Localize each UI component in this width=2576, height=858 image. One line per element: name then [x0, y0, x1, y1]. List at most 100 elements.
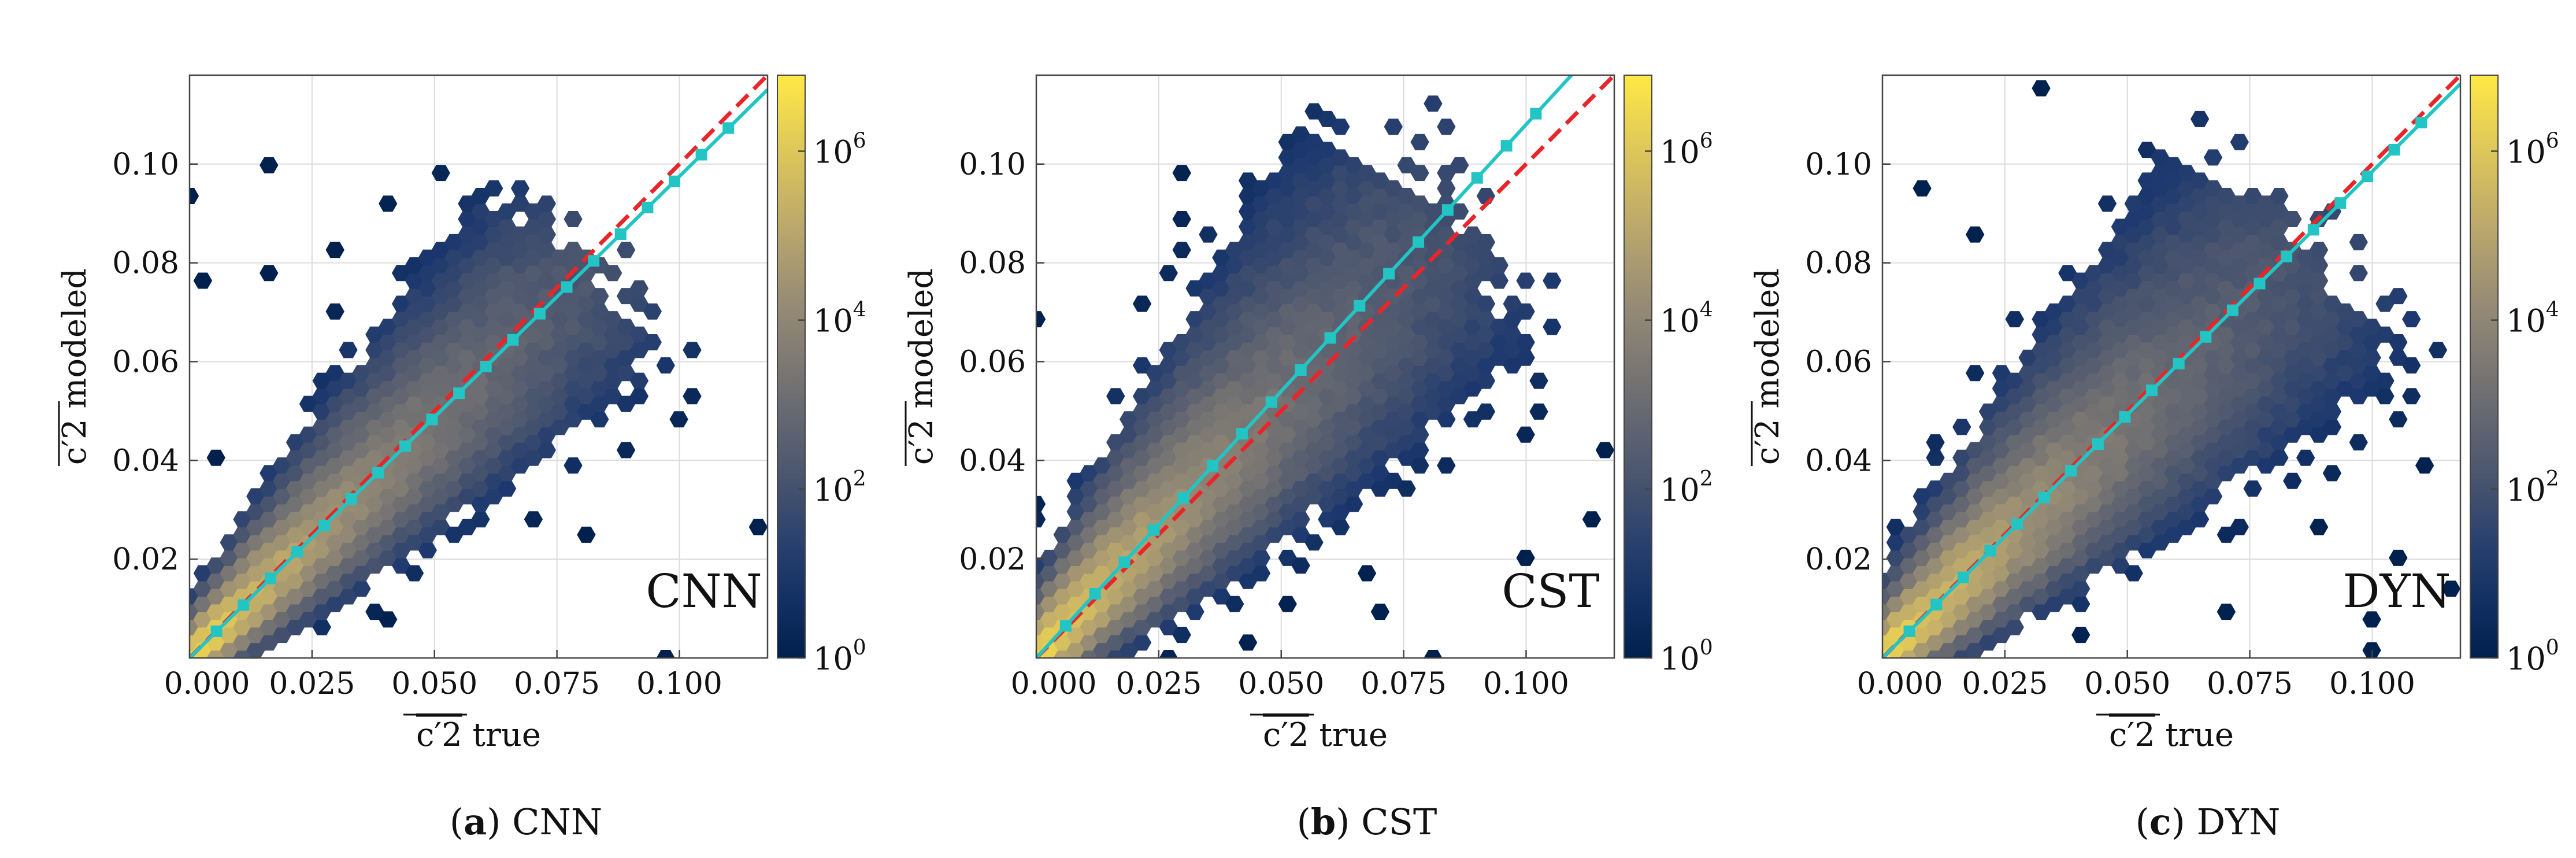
density-hex [2256, 365, 2275, 382]
density-hex [2190, 203, 2210, 220]
density-hex [2151, 504, 2170, 520]
density-hex [2190, 295, 2210, 312]
density-hex [2164, 280, 2183, 297]
density-hex [2309, 411, 2329, 428]
density-hex [1251, 195, 1271, 212]
density-hex [1952, 419, 1971, 435]
y-label-text: modeled [56, 268, 94, 419]
density-hex [458, 519, 477, 535]
density-hex [458, 195, 477, 212]
density-hex [246, 504, 265, 520]
density-hex [2296, 326, 2315, 343]
density-hex [418, 249, 437, 266]
density-hex [656, 357, 675, 373]
density-hex [510, 195, 530, 212]
fit-marker [291, 546, 303, 558]
density-hex [2097, 242, 2117, 258]
density-hex [2309, 395, 2329, 412]
density-hex [1172, 519, 1191, 535]
colorbar-tick-label: 106 [813, 129, 866, 170]
density-hex [1238, 249, 1258, 266]
density-hex [220, 580, 239, 597]
density-hex [590, 288, 609, 305]
density-hex [603, 311, 622, 328]
density-hex [1966, 472, 1985, 489]
density-hex [1357, 395, 1377, 412]
density-hex [603, 357, 622, 373]
density-hex [1357, 226, 1377, 243]
density-hex [471, 342, 490, 358]
density-hex [1106, 604, 1125, 620]
density-hex [1344, 280, 1363, 297]
density-hex [2018, 472, 2037, 489]
density-hex [312, 419, 331, 435]
density-hex [603, 342, 622, 358]
density-hex [1304, 288, 1324, 305]
density-hex [1952, 480, 1971, 497]
density-hex [1120, 411, 1139, 428]
density-hex [2058, 372, 2077, 389]
density-hex [1331, 211, 1350, 227]
density-hex [498, 203, 517, 220]
density-hex [2097, 472, 2117, 489]
density-hex [577, 326, 596, 343]
density-hex [1410, 349, 1429, 366]
density-hex [312, 619, 331, 635]
density-hex [286, 526, 305, 543]
density-hex [1357, 211, 1377, 227]
density-hex [2137, 511, 2156, 528]
density-hex [2137, 526, 2156, 543]
density-hex [1132, 588, 1152, 605]
density-hex [1238, 372, 1258, 389]
fit-marker [2146, 384, 2158, 397]
density-hex [418, 526, 437, 543]
fit-marker [2038, 491, 2050, 504]
colorbar-tick-label: 106 [1660, 129, 1713, 170]
density-hex [1384, 119, 1403, 135]
density-hex [2296, 342, 2315, 358]
density-hex [1212, 526, 1231, 543]
density-hex [1397, 280, 1416, 297]
density-hex [444, 480, 464, 497]
density-hex [498, 280, 517, 297]
density-hex [1463, 242, 1482, 258]
density-hex [1185, 572, 1204, 589]
density-hex [1331, 226, 1350, 243]
density-hex [339, 403, 358, 420]
density-hex [2177, 472, 2196, 489]
density-hex [1450, 357, 1469, 373]
density-hex [577, 403, 596, 420]
density-hex [190, 619, 199, 635]
density-hex [339, 388, 358, 405]
density-hex [2190, 234, 2210, 250]
density-hex [1251, 303, 1271, 320]
density-hex [2058, 434, 2077, 451]
density-hex [590, 334, 609, 350]
density-hex [2164, 157, 2183, 173]
density-hex [1265, 526, 1284, 543]
density-hex [299, 549, 318, 566]
density-hex [1318, 403, 1337, 420]
density-hex [1410, 165, 1429, 182]
density-hex [484, 457, 503, 474]
density-hex [616, 442, 636, 458]
x-tick-label: 0.100 [636, 667, 722, 701]
density-hex [2217, 219, 2236, 235]
density-hex [1463, 411, 1482, 428]
density-hex [1476, 342, 1496, 358]
density-hex [1212, 557, 1231, 574]
density-hex [1185, 434, 1204, 451]
density-hex [1397, 419, 1416, 435]
density-hex [1106, 434, 1125, 451]
density-hex [1978, 604, 1998, 620]
density-hex [1066, 580, 1085, 597]
density-hex [2111, 480, 2130, 497]
density-hex [260, 604, 279, 620]
density-hex [1225, 596, 1244, 612]
x-label-text: true [1309, 716, 1388, 754]
density-hex [471, 203, 490, 220]
density-hex [2018, 365, 2037, 382]
density-hex [2217, 419, 2236, 435]
density-hex [2137, 219, 2156, 235]
density-hex [379, 411, 398, 428]
